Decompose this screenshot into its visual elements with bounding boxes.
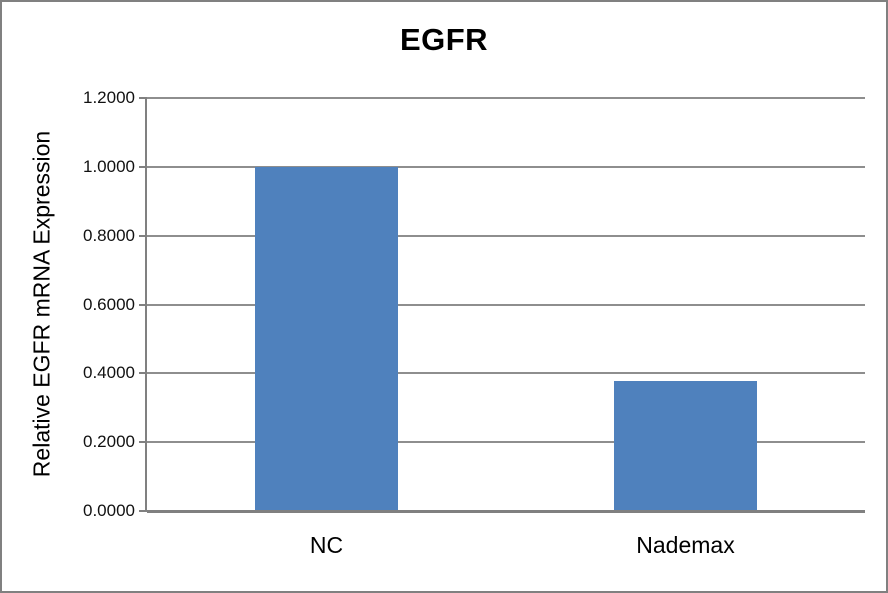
y-axis-tick-label: 0.2000 [83, 432, 135, 452]
y-axis-tick [139, 441, 147, 444]
bar-nc [255, 166, 398, 511]
x-category-label-nademax: Nademax [636, 532, 735, 558]
y-axis-tick [139, 165, 147, 168]
y-axis-tick-label: 0.0000 [83, 501, 135, 520]
y-gridline [147, 372, 865, 375]
y-gridline [147, 303, 865, 306]
y-axis-tick-label: 0.4000 [83, 363, 135, 383]
y-gridline [147, 165, 865, 168]
y-axis-tick-label: 0.6000 [83, 294, 135, 314]
chart-title: EGFR [399, 22, 489, 57]
x-axis-line [147, 510, 865, 513]
y-axis-tick [139, 234, 147, 237]
y-axis-tick-label: 1.2000 [83, 88, 135, 107]
y-gridline [147, 97, 865, 99]
y-axis-tick-label: 1.0000 [83, 156, 135, 176]
y-axis-tick [139, 303, 147, 306]
x-category-label-nc: NC [309, 532, 344, 558]
y-axis-line [145, 98, 147, 511]
bar-nademax [614, 381, 757, 511]
y-axis-tick [139, 372, 147, 375]
y-gridline [147, 441, 865, 444]
y-axis-tick [139, 97, 147, 99]
y-axis-tick [139, 510, 147, 512]
y-gridline [147, 234, 865, 237]
y-axis-tick-label: 0.8000 [83, 225, 135, 245]
